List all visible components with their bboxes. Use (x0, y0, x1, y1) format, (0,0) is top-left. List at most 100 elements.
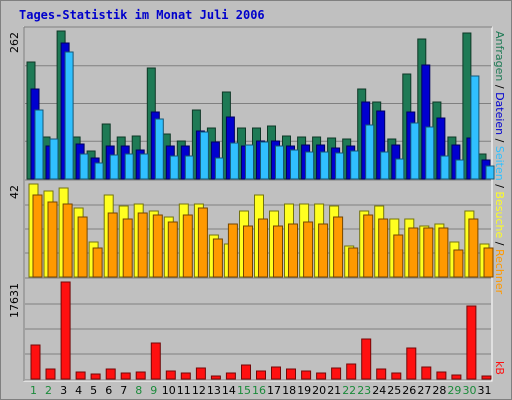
x-tick-label: 29 (447, 384, 461, 397)
bar-kb-day-24 (376, 368, 387, 380)
bar-rechner-day-2 (47, 201, 58, 278)
bar-kb-day-7 (120, 372, 131, 380)
bar-seiten-day-31 (485, 165, 495, 180)
bar-seiten-day-30 (470, 75, 480, 180)
bar-kb-day-30 (466, 305, 477, 380)
bar-kb-day-12 (195, 367, 206, 380)
bar-kb-day-23 (361, 338, 372, 380)
series-legend: Anfragen / Dateien / Seiten / Besuche / … (493, 31, 506, 295)
x-tick-label: 30 (463, 384, 477, 397)
bar-kb-day-9 (150, 342, 161, 380)
bar-seiten-day-2 (49, 138, 59, 180)
x-tick-label: 17 (267, 384, 281, 397)
bar-kb-day-6 (105, 368, 116, 380)
y-max-label: 262 (8, 32, 21, 53)
x-tick-label: 21 (327, 384, 341, 397)
bar-rechner-day-1 (32, 194, 43, 278)
x-tick-label: 25 (387, 384, 401, 397)
bar-rechner-day-9 (152, 214, 163, 278)
bar-seiten-day-5 (94, 162, 104, 180)
bar-seiten-day-6 (109, 154, 119, 180)
x-tick-label: 4 (75, 384, 82, 397)
bar-seiten-day-17 (275, 145, 284, 180)
bar-seiten-day-19 (305, 151, 315, 180)
bar-rechner-day-28 (438, 227, 449, 278)
bar-seiten-day-21 (335, 152, 345, 180)
bar-seiten-day-8 (139, 153, 149, 180)
x-tick-label: 8 (135, 384, 142, 397)
bar-rechner-day-22 (348, 247, 359, 278)
x-tick-label: 28 (432, 384, 446, 397)
y-max-label: 42 (8, 185, 21, 199)
bar-seiten-day-28 (440, 155, 450, 180)
bar-seiten-day-12 (199, 131, 209, 180)
bar-rechner-day-3 (62, 203, 73, 278)
bar-kb-day-17 (271, 366, 281, 380)
bar-rechner-day-11 (182, 214, 193, 278)
bar-kb-day-10 (165, 370, 176, 380)
bar-kb-day-14 (225, 372, 236, 380)
bar-rechner-day-6 (107, 212, 118, 278)
kb-legend: kB (493, 361, 506, 375)
bar-rechner-day-17 (273, 225, 283, 278)
bar-rechner-day-27 (423, 227, 434, 278)
bar-rechner-day-31 (483, 247, 494, 278)
x-tick-label: 16 (252, 384, 266, 397)
y-max-label: 17631 (8, 283, 21, 318)
bar-kb-day-21 (331, 367, 342, 380)
bar-kb-day-31 (481, 375, 492, 380)
bar-rechner-day-12 (197, 207, 208, 278)
bar-kb-day-2 (45, 368, 56, 380)
bar-seiten-day-25 (395, 158, 405, 180)
x-tick-label: 7 (120, 384, 127, 397)
bar-kb-day-27 (421, 366, 432, 380)
bar-rechner-day-20 (318, 223, 329, 278)
bar-kb-day-4 (75, 371, 86, 380)
x-tick-label: 20 (312, 384, 326, 397)
bar-seiten-day-10 (169, 155, 179, 180)
bar-kb-day-20 (316, 372, 327, 380)
bar-rechner-day-19 (303, 221, 314, 278)
x-tick-label: 22 (342, 384, 356, 397)
bar-kb-day-8 (135, 371, 146, 380)
bar-seiten-day-15 (245, 144, 254, 180)
x-tick-label: 1 (30, 384, 37, 397)
bar-kb-day-3 (60, 281, 71, 380)
bar-rechner-day-5 (92, 247, 103, 278)
bar-rechner-day-18 (288, 223, 298, 278)
x-tick-label: 23 (357, 384, 371, 397)
bar-seiten-day-22 (350, 150, 360, 180)
x-tick-label: 26 (402, 384, 416, 397)
x-tick-label: 11 (177, 384, 191, 397)
bar-rechner-day-23 (363, 214, 374, 278)
bar-seiten-day-11 (184, 155, 194, 180)
bar-rechner-day-15 (243, 225, 253, 278)
bar-rechner-day-8 (137, 212, 148, 278)
bar-seiten-day-7 (124, 153, 134, 180)
bar-kb-day-13 (210, 375, 221, 380)
bar-seiten-day-27 (425, 126, 435, 180)
bar-rechner-day-16 (258, 218, 268, 278)
bar-seiten-day-14 (229, 142, 239, 180)
bar-kb-day-15 (241, 364, 251, 380)
bar-kb-day-16 (256, 370, 266, 380)
x-tick-label: 12 (192, 384, 206, 397)
bar-kb-day-19 (301, 370, 312, 380)
bar-rechner-day-14 (227, 223, 238, 278)
bar-kb-day-11 (180, 372, 191, 380)
bar-rechner-day-30 (468, 218, 479, 278)
x-tick-label: 10 (162, 384, 176, 397)
x-tick-label: 13 (207, 384, 221, 397)
bar-rechner-day-25 (393, 234, 404, 278)
bar-seiten-day-29 (455, 159, 465, 180)
bar-seiten-day-9 (154, 118, 164, 180)
bar-rechner-day-21 (333, 216, 344, 278)
bar-seiten-day-24 (380, 151, 390, 180)
bar-seiten-day-1 (34, 109, 44, 180)
bar-kb-day-26 (406, 347, 417, 380)
bar-kb-day-25 (391, 372, 402, 380)
x-tick-label: 3 (60, 384, 67, 397)
bar-rechner-day-4 (77, 216, 88, 278)
